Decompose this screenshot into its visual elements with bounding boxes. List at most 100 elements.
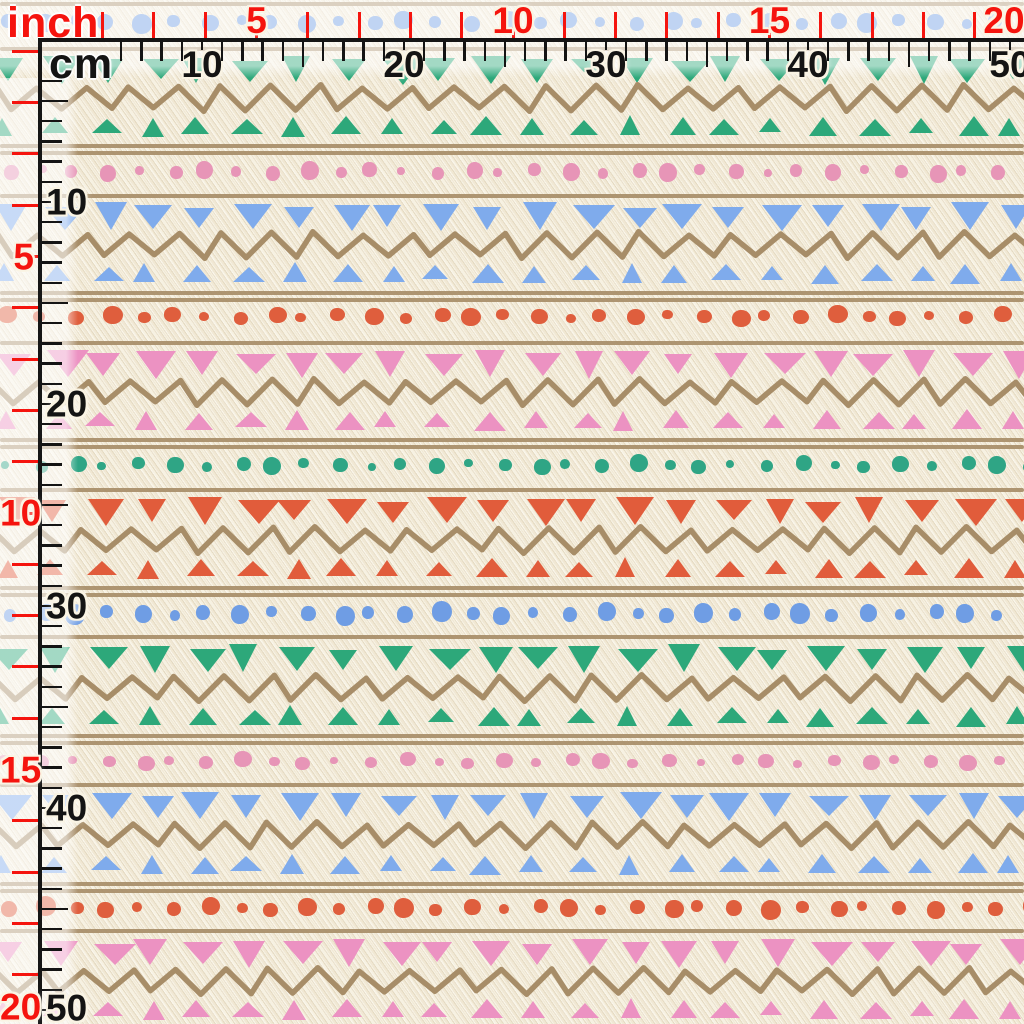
triangle: [811, 264, 839, 284]
dot: [956, 604, 974, 624]
triangle: [376, 560, 398, 576]
dot: [333, 903, 345, 915]
triangle: [524, 410, 548, 428]
triangle: [663, 410, 689, 428]
dot: [167, 456, 184, 474]
triangle: [281, 793, 319, 821]
dot: [729, 163, 744, 180]
triangle: [519, 854, 543, 872]
triangle: [479, 647, 513, 673]
inch-tick: [306, 12, 310, 38]
dot: [534, 899, 548, 913]
dot: [368, 463, 376, 471]
cm-tick: [826, 40, 830, 61]
triangle: [187, 558, 215, 576]
triangle: [287, 559, 311, 579]
triangle: [805, 501, 841, 523]
dot: [467, 162, 483, 179]
triangle: [860, 1001, 892, 1019]
dot: [726, 460, 734, 468]
dot: [103, 306, 123, 324]
triangle: [712, 206, 744, 228]
triangle: [189, 707, 217, 725]
triangle: [231, 118, 263, 134]
dot: [630, 899, 645, 915]
dot: [132, 902, 142, 912]
dot: [595, 459, 609, 473]
triangle: [859, 118, 891, 136]
triangle: [135, 410, 157, 430]
pattern-row-zigzag: [0, 523, 1024, 557]
dot: [394, 898, 414, 918]
cm-unit-label: cm: [49, 40, 114, 88]
dot: [560, 459, 570, 469]
dot: [461, 757, 474, 770]
cm-tick: [119, 40, 123, 61]
cm-tick: [42, 988, 62, 992]
dot: [959, 755, 977, 772]
triangle: [134, 205, 172, 229]
inch-number: 5: [246, 0, 267, 41]
dot: [563, 607, 577, 622]
inch-tick: [12, 357, 38, 361]
triangle: [181, 791, 219, 819]
cm-tick: [42, 927, 62, 931]
triangle: [711, 264, 741, 280]
triangle: [185, 412, 213, 430]
triangle: [950, 943, 982, 965]
triangle: [181, 116, 209, 134]
triangle: [521, 1000, 545, 1018]
dot: [132, 456, 145, 470]
cm-number: 20: [46, 383, 88, 425]
inch-tick: [460, 12, 464, 38]
inch-tick: [12, 973, 38, 977]
triangle: [284, 206, 314, 228]
dot: [170, 165, 183, 180]
triangle: [903, 349, 935, 377]
inch-tick: [12, 870, 38, 874]
triangle: [431, 120, 457, 134]
triangle: [622, 263, 642, 283]
inch-tick: [614, 12, 618, 38]
triangle: [424, 413, 450, 427]
dot: [889, 755, 899, 764]
dot: [825, 164, 841, 181]
cm-tick: [483, 40, 487, 61]
triangle: [329, 650, 357, 670]
triangle: [285, 410, 309, 430]
cm-number: 10: [46, 181, 88, 223]
triangle: [665, 559, 691, 577]
pattern-row-line: [0, 782, 1024, 788]
triangle: [477, 500, 509, 522]
dot: [400, 313, 412, 324]
triangle: [958, 853, 988, 873]
dot: [563, 162, 580, 181]
dot: [301, 161, 319, 181]
dot: [793, 310, 809, 325]
cm-tick: [948, 40, 951, 61]
triangle: [815, 558, 843, 578]
triangle: [661, 265, 687, 283]
triangle: [334, 205, 370, 231]
triangle: [716, 500, 752, 520]
triangle: [949, 999, 979, 1019]
triangle: [522, 265, 546, 283]
triangle: [664, 354, 692, 374]
cm-tick: [42, 140, 62, 143]
triangle: [421, 1003, 447, 1017]
dot: [362, 161, 377, 178]
triangle: [473, 206, 501, 230]
triangle: [375, 351, 405, 377]
cm-tick: [1008, 40, 1012, 50]
cm-tick: [42, 200, 51, 204]
triangle: [761, 939, 795, 967]
triangle: [951, 202, 989, 230]
dot: [336, 166, 347, 179]
triangle: [905, 500, 939, 522]
dot: [863, 754, 880, 770]
cm-tick: [281, 40, 285, 61]
triangle: [525, 352, 561, 376]
cm-number: 30: [46, 585, 88, 627]
zigzag-path: [0, 375, 1024, 409]
triangle: [374, 411, 396, 427]
